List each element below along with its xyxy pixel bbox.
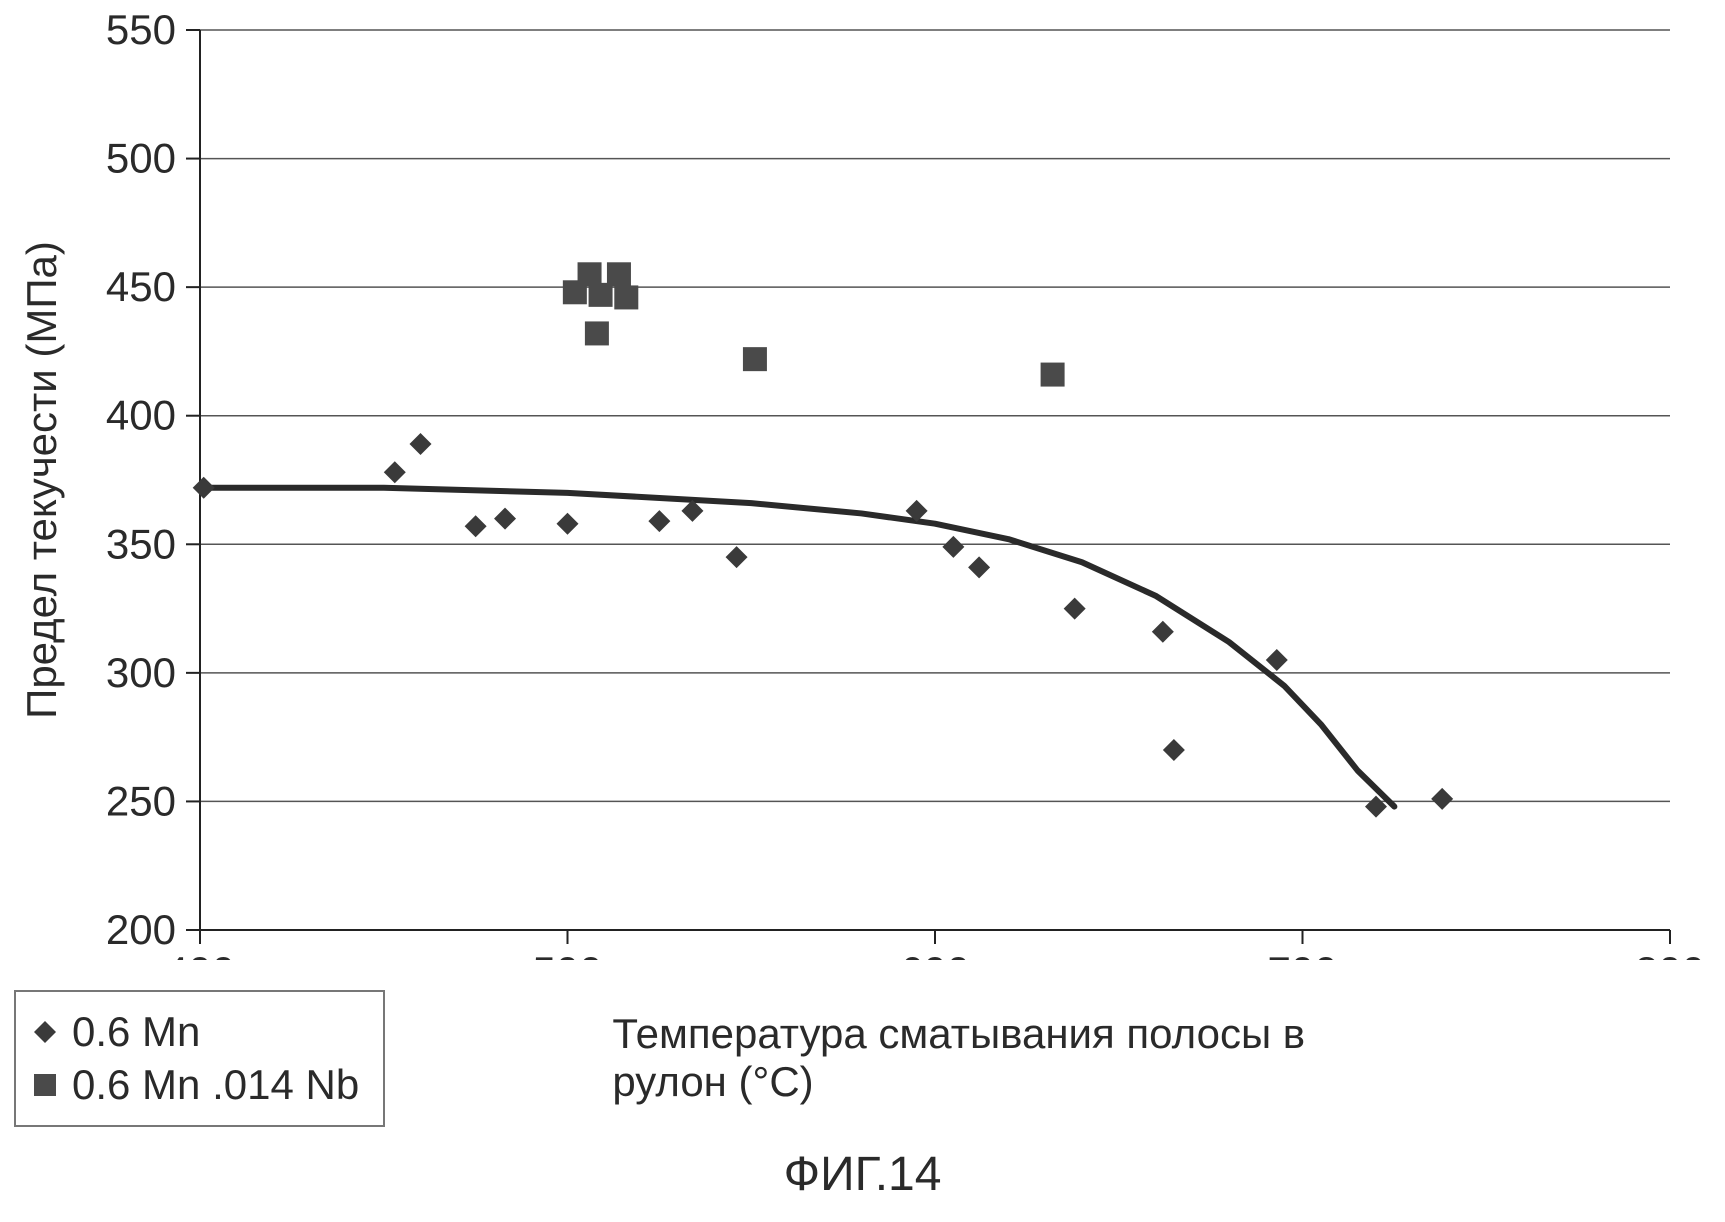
x-tick-label: 700 (1267, 948, 1337, 960)
y-tick-label: 300 (106, 649, 176, 696)
figure-caption: ФИГ.14 (784, 1147, 942, 1202)
legend-label: 0.6 Mn (72, 1006, 200, 1059)
legend-item: 0.6 Mn .014 Nb (30, 1059, 359, 1112)
x-tick-label: 500 (532, 948, 602, 960)
scatter-chart: 200 250 300 350 400 450 500 550 400 500 600 700 800 П… (0, 0, 1725, 960)
y-axis-label: Предел текучести (МПа) (18, 241, 65, 719)
legend-item: 0.6 Mn (30, 1006, 359, 1059)
legend: 0.6 Mn0.6 Mn .014 Nb (14, 990, 385, 1127)
x-tick-label: 800 (1635, 948, 1705, 960)
x-tick-label: 600 (900, 948, 970, 960)
y-tick-label: 200 (106, 906, 176, 953)
series-0.6-Mn-.014-Nb (563, 262, 1065, 386)
trendline (200, 488, 1394, 807)
y-tick-label: 500 (106, 135, 176, 182)
x-axis-label: Температура сматывания полосы в рулон (°… (612, 1010, 1354, 1106)
square-marker-icon (30, 1070, 60, 1100)
y-tick-label: 550 (106, 6, 176, 53)
figure-container: 200 250 300 350 400 450 500 550 400 500 600 700 800 П… (0, 0, 1725, 1222)
diamond-marker-icon (30, 1017, 60, 1047)
x-tick-label: 400 (165, 948, 235, 960)
y-tick-label: 400 (106, 392, 176, 439)
y-tick-label: 250 (106, 777, 176, 824)
legend-label: 0.6 Mn .014 Nb (72, 1059, 359, 1112)
y-tick-label: 350 (106, 520, 176, 567)
y-tick-label: 450 (106, 263, 176, 310)
